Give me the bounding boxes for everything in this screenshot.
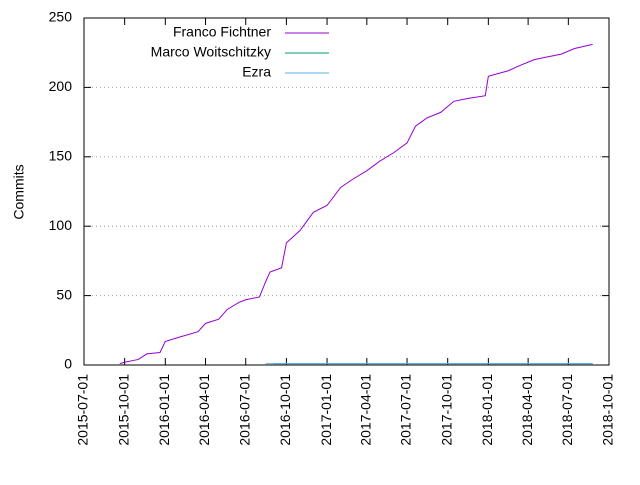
x-tick-label: 2018-10-01 — [600, 374, 616, 446]
x-tick-label: 2018-01-01 — [479, 374, 495, 446]
x-tick-label: 2016-07-01 — [236, 374, 252, 446]
legend-label: Franco Fichtner — [173, 24, 271, 40]
x-tick-label: 2017-07-01 — [398, 374, 414, 446]
legend-label: Ezra — [242, 64, 271, 80]
x-tick-label: 2016-10-01 — [277, 374, 293, 446]
y-tick-label: 200 — [49, 78, 73, 94]
legend-label: Marco Woitschitzky — [151, 44, 271, 60]
x-tick-label: 2017-01-01 — [318, 374, 334, 446]
x-tick-label: 2015-10-01 — [115, 374, 131, 446]
y-tick-label: 0 — [64, 356, 72, 372]
y-tick-label: 250 — [49, 9, 73, 25]
y-tick-label: 100 — [49, 217, 73, 233]
x-tick-label: 2016-04-01 — [196, 374, 212, 446]
x-tick-label: 2016-01-01 — [156, 374, 172, 446]
series-line — [119, 43, 593, 365]
y-axis-label: Commits — [11, 164, 27, 219]
x-tick-label: 2015-07-01 — [75, 374, 91, 446]
y-tick-label: 150 — [49, 148, 73, 164]
x-tick-label: 2017-10-01 — [438, 374, 454, 446]
x-tick-label: 2017-04-01 — [358, 374, 374, 446]
plot-frame — [83, 17, 610, 366]
x-tick-label: 2018-04-01 — [519, 374, 535, 446]
x-tick-label: 2018-07-01 — [559, 374, 575, 446]
y-tick-label: 50 — [56, 286, 72, 302]
